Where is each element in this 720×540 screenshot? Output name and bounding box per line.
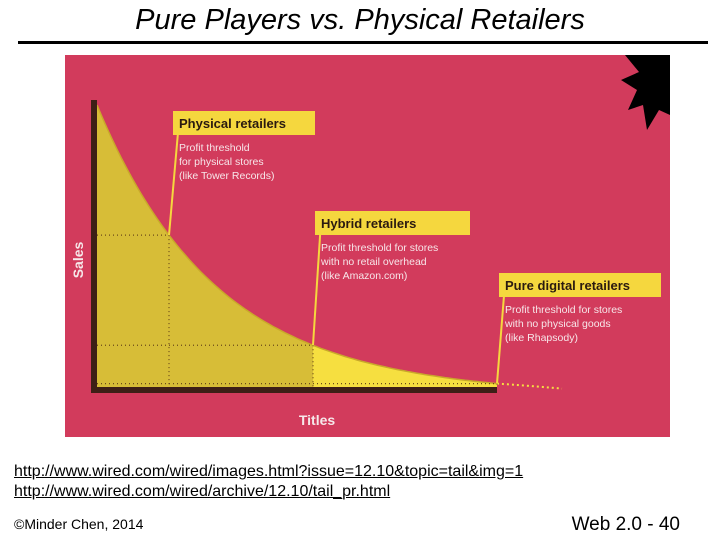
long-tail-curve-tail — [496, 382, 563, 390]
callout-title-1: Hybrid retailers — [321, 216, 416, 231]
callout-title-2: Pure digital retailers — [505, 278, 630, 293]
threshold-dotted-lines — [97, 234, 498, 387]
callout-box-0 — [173, 111, 315, 135]
slide-title: Pure Players vs. Physical Retailers — [135, 4, 585, 36]
callout-line-0-1: for physical stores — [179, 156, 264, 168]
copyright: ©Minder Chen, 2014 — [14, 516, 144, 532]
callout-line-1-2: (like Amazon.com) — [321, 270, 407, 282]
long-tail-curve — [96, 104, 498, 385]
callout-pointer-1 — [312, 220, 322, 346]
callout-line-1-1: with no retail overhead — [320, 256, 427, 268]
source-links: http://www.wired.com/wired/images.html?i… — [14, 462, 523, 502]
source-link-images[interactable]: http://www.wired.com/wired/images.html?i… — [14, 463, 524, 480]
callout-line-0-2: (like Tower Records) — [179, 170, 275, 182]
callout-pointer-2 — [496, 282, 506, 384]
starburst-icon — [621, 55, 670, 130]
callout-pointer-0 — [168, 120, 180, 236]
threshold-callouts: Physical retailers Profit threshold for ph… — [168, 111, 661, 384]
y-axis — [91, 100, 97, 393]
callout-line-2-2: (like Rhapsody) — [505, 332, 578, 344]
title-underline — [18, 41, 708, 44]
x-axis-label: Titles — [299, 412, 336, 428]
chart-svg: Titles Sales Physical retailers Profit th… — [65, 55, 670, 437]
callout-line-2-0: Profit threshold for stores — [505, 304, 622, 316]
callout-box-2 — [499, 273, 661, 297]
page-number: Web 2.0 - 40 — [571, 514, 680, 535]
callout-line-1-0: Profit threshold for stores — [321, 242, 438, 254]
callout-title-0: Physical retailers — [179, 116, 286, 131]
callout-box-1 — [315, 211, 470, 235]
x-axis — [91, 387, 497, 393]
callout-line-2-1: with no physical goods — [504, 318, 611, 330]
curve-area-dark — [97, 105, 313, 387]
long-tail-chart: Titles Sales Physical retailers Profit th… — [65, 55, 670, 442]
source-link-article[interactable]: http://www.wired.com/wired/archive/12.10… — [14, 483, 391, 500]
callout-line-0-0: Profit threshold — [179, 142, 250, 154]
y-axis-label: Sales — [70, 241, 86, 278]
